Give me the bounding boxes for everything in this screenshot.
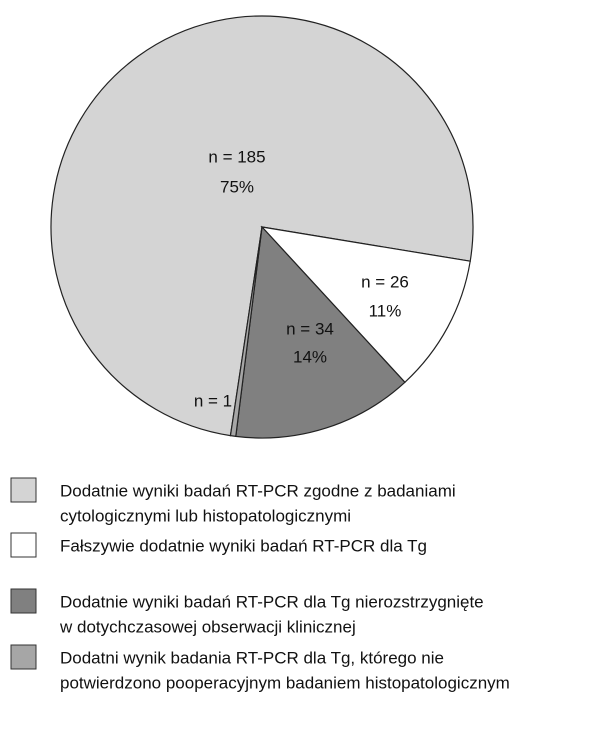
legend-label: Dodatnie wyniki badań RT-PCR zgodne z ba… — [60, 481, 456, 500]
legend-label: Dodatni wynik badania RT-PCR dla Tg, któ… — [60, 648, 444, 667]
pie-slice — [50, 15, 474, 437]
slice-percent-label: 14% — [293, 347, 327, 366]
pie-slice — [235, 225, 406, 439]
slice-count-label: n = 26 — [361, 272, 409, 291]
slice-percent-label: 11% — [369, 301, 402, 320]
legend-label: Dodatnie wyniki badań RT-PCR dla Tg nier… — [60, 592, 484, 611]
slice-percent-label: 75% — [220, 177, 254, 196]
legend-swatch — [10, 532, 37, 558]
legend-swatch — [10, 588, 37, 614]
legend-label: w dotychczasowej obserwacji klinicznej — [59, 617, 356, 636]
slice-count-label: n = 34 — [286, 319, 334, 338]
legend-swatch — [10, 644, 37, 670]
pie-slice — [229, 226, 263, 438]
pie-slice — [260, 226, 471, 384]
legend-label: Fałszywie dodatnie wyniki badań RT-PCR d… — [60, 536, 427, 555]
slice-count-label: n = 1 — [194, 391, 232, 410]
legend-swatch — [10, 477, 37, 503]
slice-count-label: n = 185 — [208, 147, 265, 166]
legend-label: cytologicznymi lub histopatologicznymi — [60, 506, 351, 525]
legend-label: potwierdzono pooperacyjnym badaniem hist… — [60, 673, 510, 692]
